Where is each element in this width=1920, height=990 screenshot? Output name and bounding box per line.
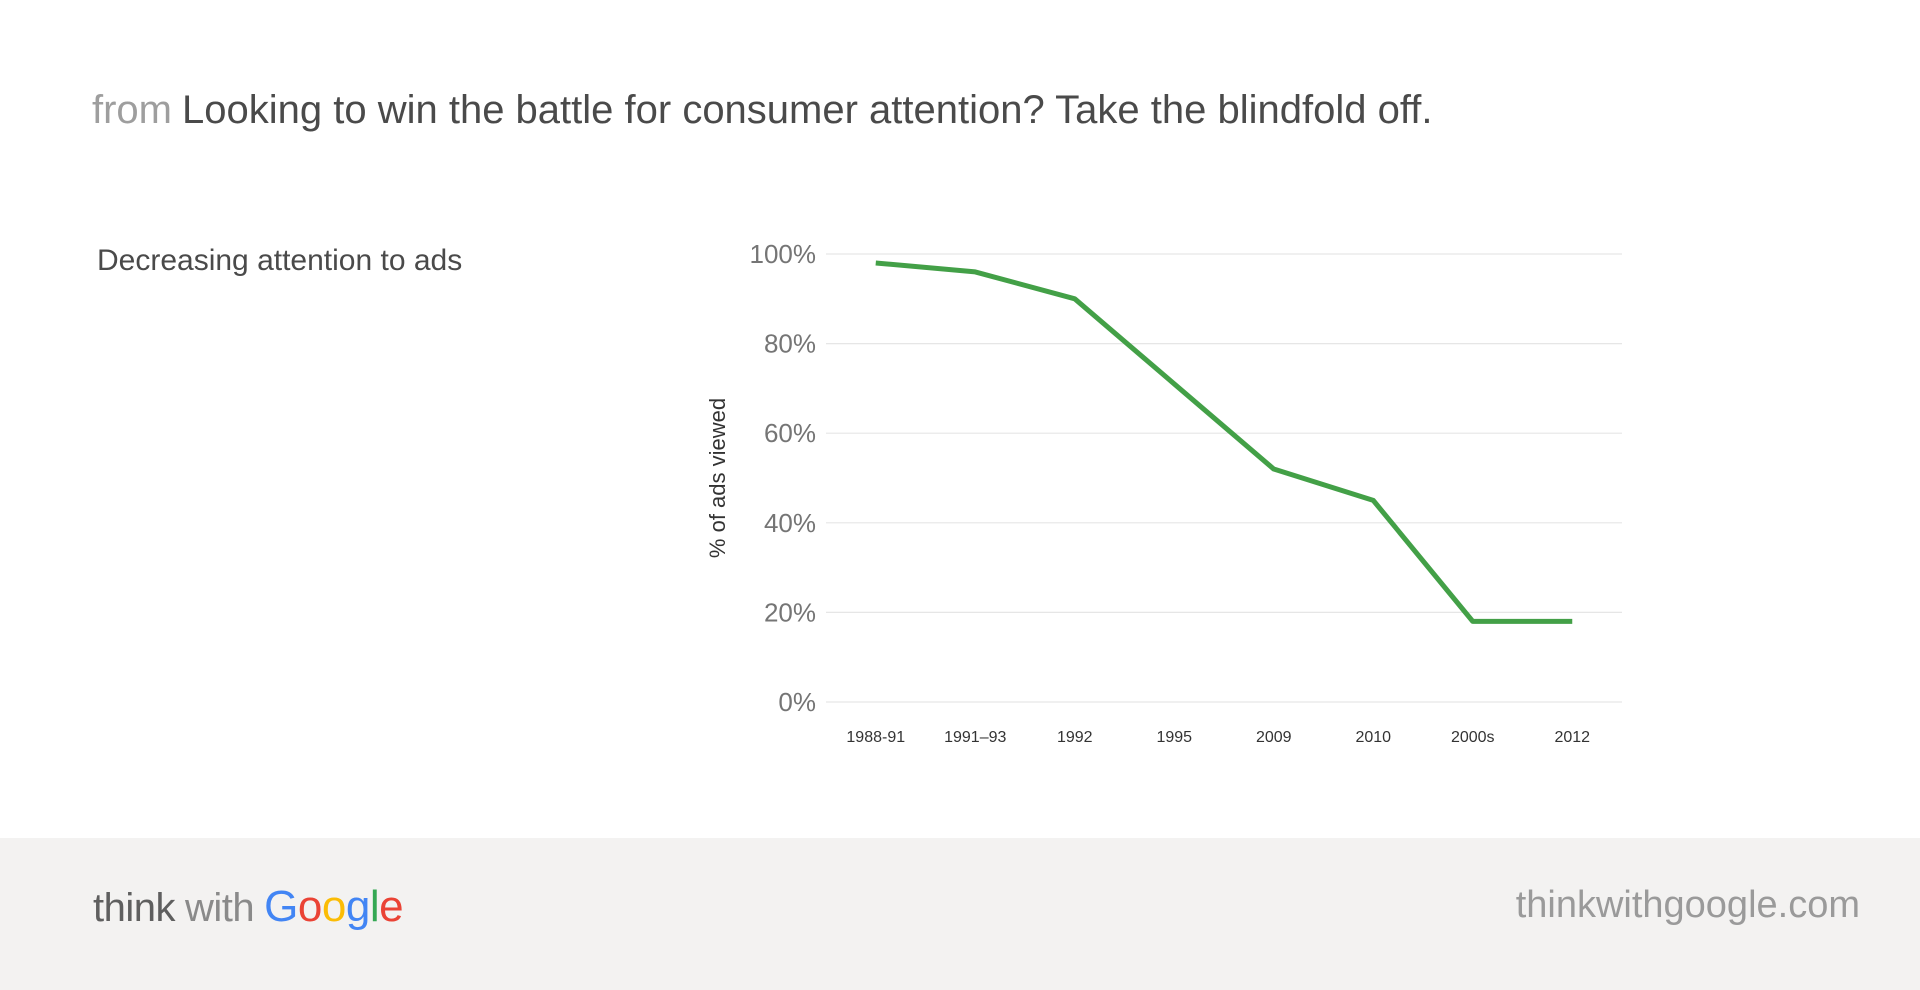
x-tick-label: 2009 <box>1256 729 1292 746</box>
series-line <box>875 260 1573 624</box>
brand-with: with <box>185 886 255 930</box>
article-title-link[interactable]: Looking to win the battle for consumer a… <box>182 88 1433 132</box>
think-with-google-logo[interactable]: think with Google <box>93 882 404 932</box>
x-tick-label: 2012 <box>1554 729 1590 746</box>
x-tick-label: 1992 <box>1057 729 1093 746</box>
header-prefix: from <box>92 88 172 132</box>
google-wordmark: Google <box>264 882 403 931</box>
y-tick-label: 40% <box>764 508 816 538</box>
site-link[interactable]: thinkwithgoogle.com <box>1515 884 1860 926</box>
x-tick-label: 2010 <box>1355 729 1391 746</box>
google-letter: o <box>321 882 346 931</box>
footer: think with Google thinkwithgoogle.com <box>0 838 1920 990</box>
line-chart: 0% 20% 40% 60% 80% 100% 1988-91 1991–93 1992 1995… <box>680 220 1640 760</box>
y-tick-label: 0% <box>778 687 816 717</box>
x-tick-label: 2000s <box>1451 729 1495 746</box>
chart-caption: Decreasing attention to ads <box>97 244 463 277</box>
brand-think: think <box>93 886 176 930</box>
y-tick-label: 100% <box>750 239 817 269</box>
google-letter: e <box>379 882 404 931</box>
chart-svg: 0% 20% 40% 60% 80% 100% 1988-91 1991–93 1992 1995… <box>705 239 1622 746</box>
y-axis-label: % of ads viewed <box>705 398 730 558</box>
google-letter: g <box>345 882 370 931</box>
y-tick-label: 20% <box>764 597 816 627</box>
x-tick-label: 1995 <box>1156 729 1192 746</box>
google-letter: o <box>297 882 322 931</box>
y-tick-label: 80% <box>764 329 816 359</box>
x-tick-label: 1991–93 <box>944 729 1006 746</box>
y-tick-label: 60% <box>764 418 816 448</box>
x-tick-label: 1988-91 <box>846 729 905 746</box>
google-letter: l <box>369 882 380 931</box>
page-header: from Looking to win the battle for consum… <box>92 88 1432 133</box>
google-letter: G <box>264 882 298 931</box>
